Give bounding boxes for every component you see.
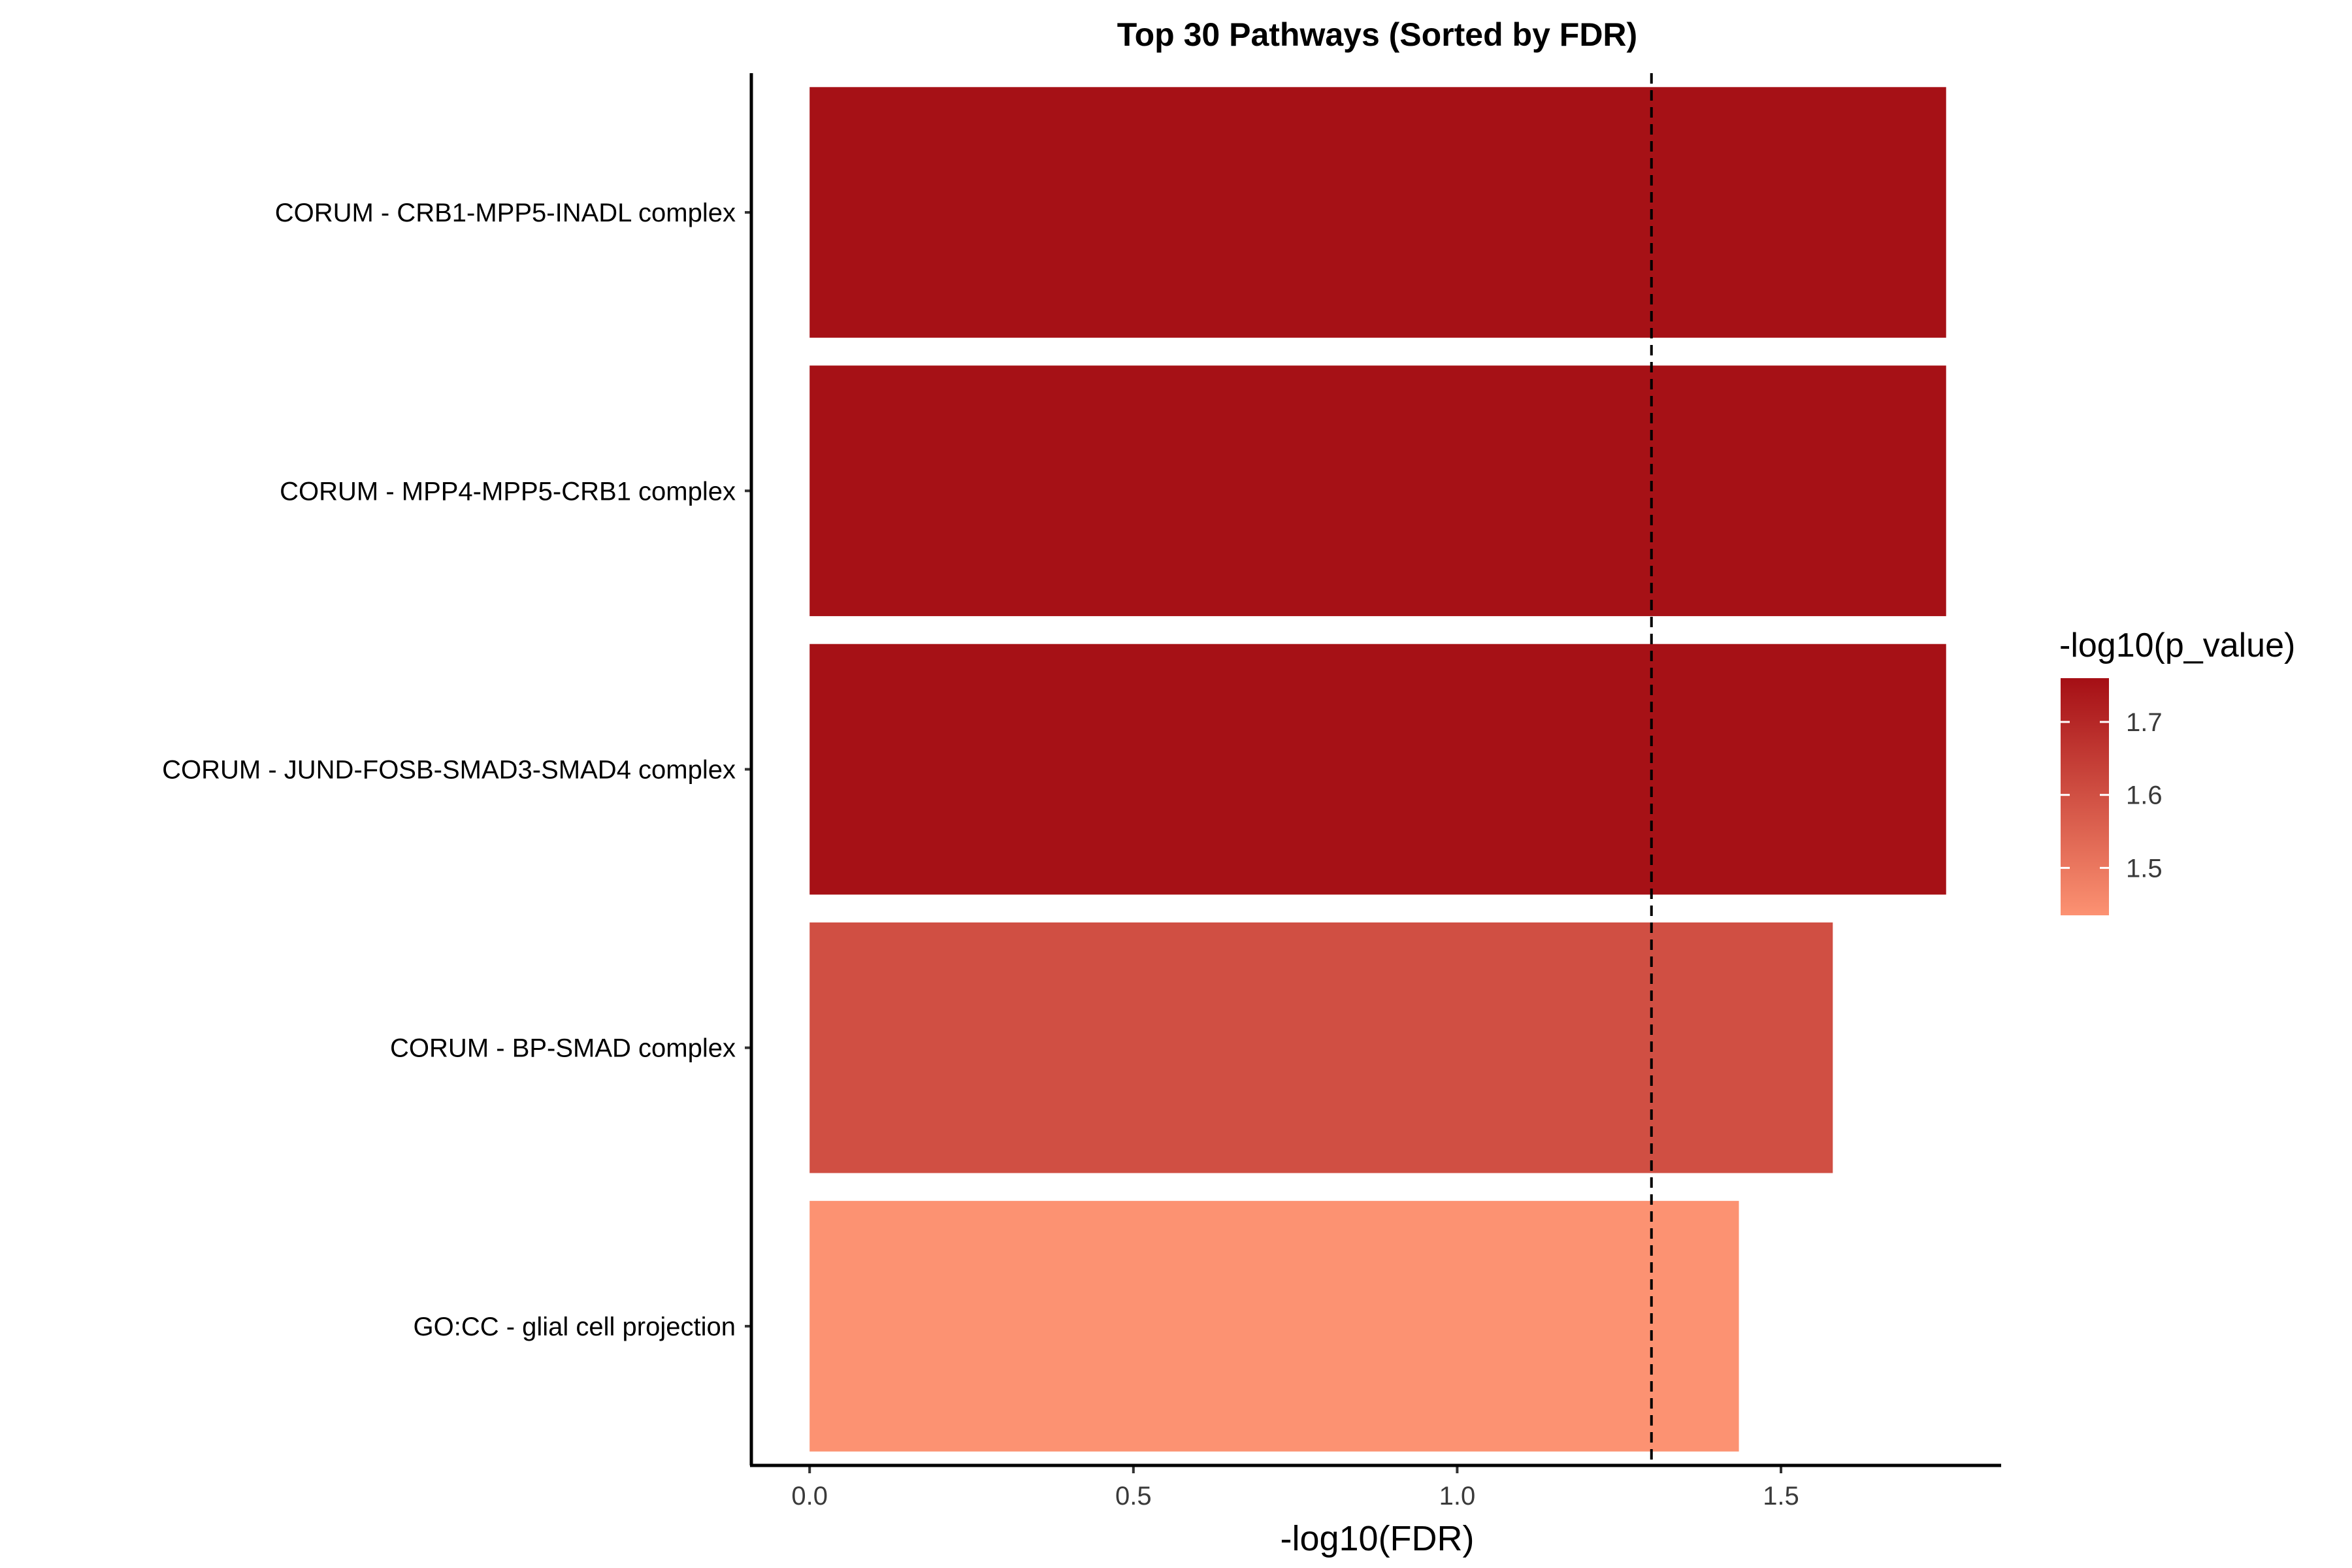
legend-colorbar bbox=[2061, 678, 2109, 915]
x-tick-label: 0.0 bbox=[791, 1482, 828, 1511]
y-tick-label: CORUM - MPP4-MPP5-CRB1 complex bbox=[280, 477, 736, 506]
bar bbox=[809, 922, 1833, 1173]
bar bbox=[809, 87, 1946, 338]
chart-title: Top 30 Pathways (Sorted by FDR) bbox=[1117, 16, 1637, 53]
bars-group bbox=[809, 87, 1946, 1452]
legend-tick-label: 1.7 bbox=[2126, 708, 2163, 737]
y-axis-ticks: CORUM - CRB1-MPP5-INADL complex CORUM - M… bbox=[162, 199, 751, 1341]
x-axis-ticks: 0.0 0.5 1.0 1.5 bbox=[791, 1465, 1799, 1511]
x-tick-label: 1.0 bbox=[1439, 1482, 1476, 1511]
legend-tick-label: 1.5 bbox=[2126, 854, 2163, 883]
x-tick-label: 0.5 bbox=[1115, 1482, 1152, 1511]
x-axis-label: -log10(FDR) bbox=[1280, 1519, 1474, 1558]
bar bbox=[809, 644, 1946, 895]
y-tick-label: CORUM - CRB1-MPP5-INADL complex bbox=[275, 199, 736, 227]
x-tick-label: 1.5 bbox=[1763, 1482, 1799, 1511]
bar bbox=[809, 1201, 1739, 1452]
legend-tick-label: 1.6 bbox=[2126, 781, 2163, 810]
y-tick-label: GO:CC - glial cell projection bbox=[414, 1313, 736, 1341]
legend-title: -log10(p_value) bbox=[2059, 627, 2295, 664]
y-tick-label: CORUM - JUND-FOSB-SMAD3-SMAD4 complex bbox=[162, 756, 736, 785]
legend-ticks: 1.5 1.6 1.7 bbox=[2061, 708, 2163, 883]
color-legend: -log10(p_value) 1.5 1.6 1.7 bbox=[2059, 627, 2295, 915]
bar bbox=[809, 365, 1946, 617]
y-tick-label: CORUM - BP-SMAD complex bbox=[390, 1034, 736, 1063]
